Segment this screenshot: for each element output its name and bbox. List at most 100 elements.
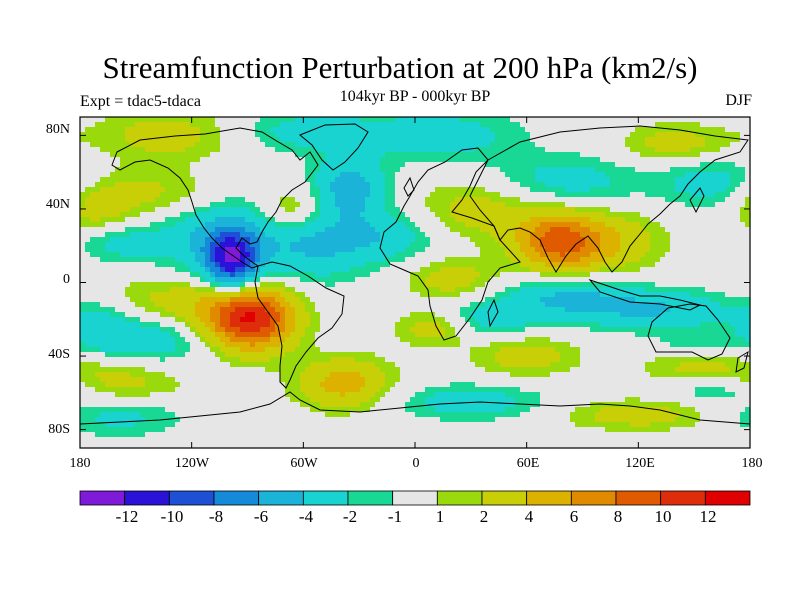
- field-cell: [275, 157, 281, 163]
- field-cell: [240, 162, 246, 168]
- field-cell: [260, 257, 266, 263]
- field-cell: [555, 167, 561, 173]
- field-cell: [610, 127, 616, 133]
- field-cell: [500, 122, 506, 128]
- field-cell: [700, 117, 706, 123]
- field-cell: [185, 212, 191, 218]
- field-cell: [600, 117, 606, 123]
- field-cell: [745, 142, 751, 148]
- field-cell: [280, 122, 286, 128]
- field-cell: [340, 127, 346, 133]
- field-cell: [700, 197, 706, 203]
- field-cell: [470, 272, 476, 278]
- field-cell: [210, 117, 216, 123]
- field-cell: [715, 202, 721, 208]
- field-cell: [320, 212, 326, 218]
- field-cell: [115, 242, 121, 248]
- field-cell: [105, 122, 111, 128]
- field-cell: [430, 122, 436, 128]
- field-cell: [425, 222, 431, 228]
- field-cell: [680, 277, 686, 283]
- field-cell: [345, 267, 351, 273]
- field-cell: [100, 257, 106, 263]
- field-cell: [300, 142, 306, 148]
- field-cell: [595, 292, 601, 298]
- field-cell: [410, 242, 416, 248]
- field-cell: [735, 182, 741, 188]
- field-cell: [375, 217, 381, 223]
- field-cell: [370, 237, 376, 243]
- field-cell: [680, 257, 686, 263]
- field-cell: [370, 232, 376, 238]
- field-cell: [90, 202, 96, 208]
- field-cell: [570, 177, 576, 183]
- field-cell: [385, 277, 391, 283]
- field-cell: [515, 232, 521, 238]
- field-cell: [80, 212, 86, 218]
- field-cell: [485, 167, 491, 173]
- field-cell: [695, 232, 701, 238]
- field-cell: [215, 207, 221, 213]
- field-cell: [165, 157, 171, 163]
- field-cell: [330, 202, 336, 208]
- field-cell: [285, 197, 291, 203]
- field-cell: [680, 297, 686, 303]
- field-cell: [540, 117, 546, 123]
- field-cell: [120, 162, 126, 168]
- field-cell: [365, 167, 371, 173]
- field-cell: [600, 162, 606, 168]
- field-cell: [585, 227, 591, 233]
- field-cell: [85, 137, 91, 143]
- field-cell: [315, 252, 321, 258]
- field-cell: [420, 207, 426, 213]
- field-cell: [100, 242, 106, 248]
- field-cell: [175, 242, 181, 248]
- field-cell: [335, 267, 341, 273]
- field-cell: [585, 192, 591, 198]
- field-cell: [365, 172, 371, 178]
- field-cell: [325, 262, 331, 268]
- field-cell: [400, 147, 406, 153]
- field-cell: [600, 287, 606, 293]
- field-cell: [710, 232, 716, 238]
- field-cell: [655, 257, 661, 263]
- field-cell: [550, 182, 556, 188]
- field-cell: [560, 137, 566, 143]
- field-cell: [745, 272, 751, 278]
- field-cell: [485, 177, 491, 183]
- field-cell: [580, 162, 586, 168]
- field-cell: [555, 262, 561, 268]
- field-cell: [100, 267, 106, 273]
- field-cell: [495, 202, 501, 208]
- field-cell: [355, 232, 361, 238]
- field-cell: [680, 117, 686, 123]
- field-cell: [375, 292, 381, 298]
- field-cell: [155, 297, 161, 303]
- field-cell: [590, 172, 596, 178]
- field-cell: [660, 242, 666, 248]
- field-cell: [710, 177, 716, 183]
- field-cell: [590, 287, 596, 293]
- field-cell: [635, 177, 641, 183]
- field-cell: [555, 282, 561, 288]
- field-cell: [620, 277, 626, 283]
- field-cell: [445, 282, 451, 288]
- field-cell: [670, 282, 676, 288]
- field-cell: [540, 177, 546, 183]
- field-cell: [330, 162, 336, 168]
- field-cell: [580, 217, 586, 223]
- field-cell: [180, 137, 186, 143]
- field-cell: [430, 247, 436, 253]
- field-cell: [540, 202, 546, 208]
- field-cell: [740, 122, 746, 128]
- field-cell: [110, 132, 116, 138]
- field-cell: [570, 232, 576, 238]
- field-cell: [530, 287, 536, 293]
- field-cell: [325, 217, 331, 223]
- field-cell: [165, 242, 171, 248]
- field-cell: [385, 262, 391, 268]
- field-cell: [120, 287, 126, 293]
- field-cell: [180, 152, 186, 158]
- field-cell: [165, 217, 171, 223]
- field-cell: [470, 202, 476, 208]
